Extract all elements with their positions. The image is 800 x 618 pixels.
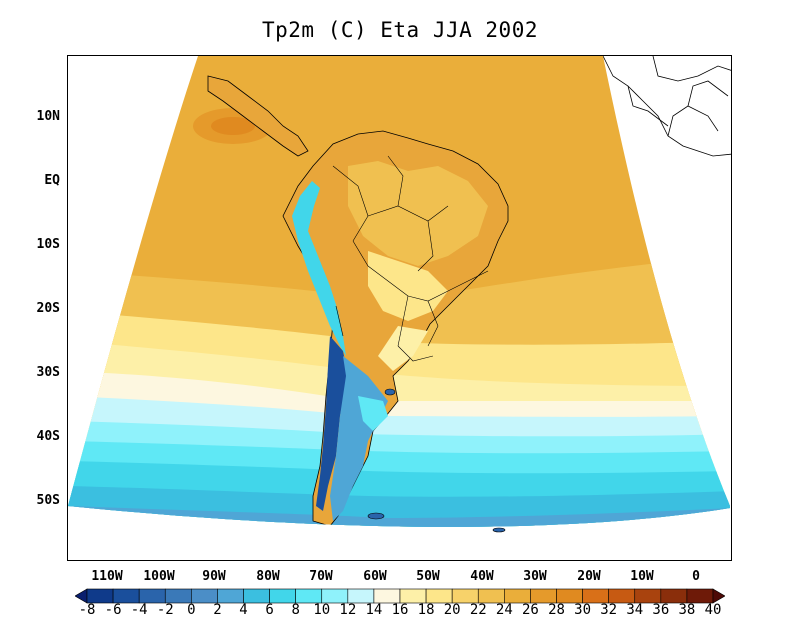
colorbar-tick-label: 36 xyxy=(652,602,670,618)
colorbar-tick-label: 8 xyxy=(291,602,300,618)
africa-coastline xyxy=(602,56,731,157)
colorbar-tick-label: 16 xyxy=(391,602,409,618)
colorbar-segment xyxy=(191,588,218,604)
colorbar-tick-label: 18 xyxy=(417,602,435,618)
colorbar-tick-label: 12 xyxy=(339,602,357,618)
colorbar-max-arrow xyxy=(712,588,725,604)
colorbar-segment xyxy=(634,588,662,604)
colorbar-tick-label: 34 xyxy=(626,602,644,618)
temperature-map xyxy=(68,56,731,533)
map-title: Tp2m (C) Eta JJA 2002 xyxy=(261,18,538,42)
colorbar-tick-label: 6 xyxy=(265,602,274,618)
lat-label-30s: 30S xyxy=(36,365,60,380)
colorbar-segment xyxy=(86,588,114,604)
colorbar-tick-label: -6 xyxy=(104,602,122,618)
colorbar-tick-label: -4 xyxy=(130,602,148,618)
lat-label-eq: EQ xyxy=(44,173,60,188)
colorbar-tick-label: 28 xyxy=(548,602,565,618)
colorbar-tick-label: 14 xyxy=(365,602,383,618)
colorbar-tick-label: 26 xyxy=(521,602,539,618)
colorbar-segment xyxy=(660,588,688,604)
lon-label-20w: 20W xyxy=(577,569,601,584)
lon-label-40w: 40W xyxy=(470,569,494,584)
colorbar-tick-label: 24 xyxy=(495,602,513,618)
lat-label-10s: 10S xyxy=(36,237,60,252)
colorbar-segment xyxy=(556,588,583,604)
colorbar-tick-label: 2 xyxy=(213,602,222,618)
colorbar-segment xyxy=(504,588,531,604)
map-frame xyxy=(67,55,732,561)
colorbar-segment xyxy=(686,588,714,604)
lon-label-80w: 80W xyxy=(256,569,280,584)
colorbar-tick-label: -2 xyxy=(156,602,174,618)
lon-label-70w: 70W xyxy=(309,569,333,584)
colorbar-tick-label: 20 xyxy=(443,602,461,618)
colorbar-segment xyxy=(425,588,453,604)
temperature-field xyxy=(68,56,730,527)
colorbar-segment xyxy=(347,588,375,604)
lon-label-90w: 90W xyxy=(202,569,226,584)
lon-label-60w: 60W xyxy=(363,569,387,584)
colorbar-segment xyxy=(399,588,427,604)
lat-label-40s: 40S xyxy=(36,429,60,444)
colorbar-segment xyxy=(295,588,323,604)
colorbar-segment xyxy=(243,588,270,604)
colorbar-segment xyxy=(530,588,557,604)
colorbar-segment xyxy=(451,588,479,604)
colorbar-tick-label: -8 xyxy=(78,602,96,618)
country-borders xyxy=(332,155,489,362)
lat-label-10n: 10N xyxy=(36,109,60,124)
colorbar-segment xyxy=(138,588,166,604)
colorbar-tick-label: 38 xyxy=(678,602,696,618)
colorbar-segment xyxy=(217,588,244,604)
lon-label-30w: 30W xyxy=(523,569,547,584)
lon-label-10w: 10W xyxy=(630,569,654,584)
colorbar-min-arrow xyxy=(75,588,88,604)
colorbar-segment xyxy=(582,588,609,604)
lon-label-100w: 100W xyxy=(143,569,175,584)
islands xyxy=(367,388,506,533)
lon-label-0: 0 xyxy=(692,569,700,584)
colorbar-tick-label: 10 xyxy=(313,602,331,618)
colorbar-segment xyxy=(477,588,505,604)
colorbar-segment xyxy=(373,588,401,604)
colorbar-tick-label: 4 xyxy=(239,602,248,618)
colorbar-segment xyxy=(321,588,349,604)
colorbar xyxy=(75,588,725,604)
colorbar-segment xyxy=(608,588,636,604)
colorbar-tick-label: 30 xyxy=(574,602,591,618)
colorbar-tick-label: 32 xyxy=(600,602,618,618)
lon-label-110w: 110W xyxy=(91,569,123,584)
colorbar-tick-label: 40 xyxy=(704,602,722,618)
colorbar-tick-label: 0 xyxy=(187,602,196,618)
colorbar-segment xyxy=(112,588,140,604)
lon-label-50w: 50W xyxy=(416,569,440,584)
colorbar-segment xyxy=(164,588,192,604)
colorbar-tick-label: 22 xyxy=(469,602,487,618)
colorbar-segment xyxy=(269,588,296,604)
lat-label-20s: 20S xyxy=(36,301,60,316)
lat-label-50s: 50S xyxy=(36,493,60,508)
